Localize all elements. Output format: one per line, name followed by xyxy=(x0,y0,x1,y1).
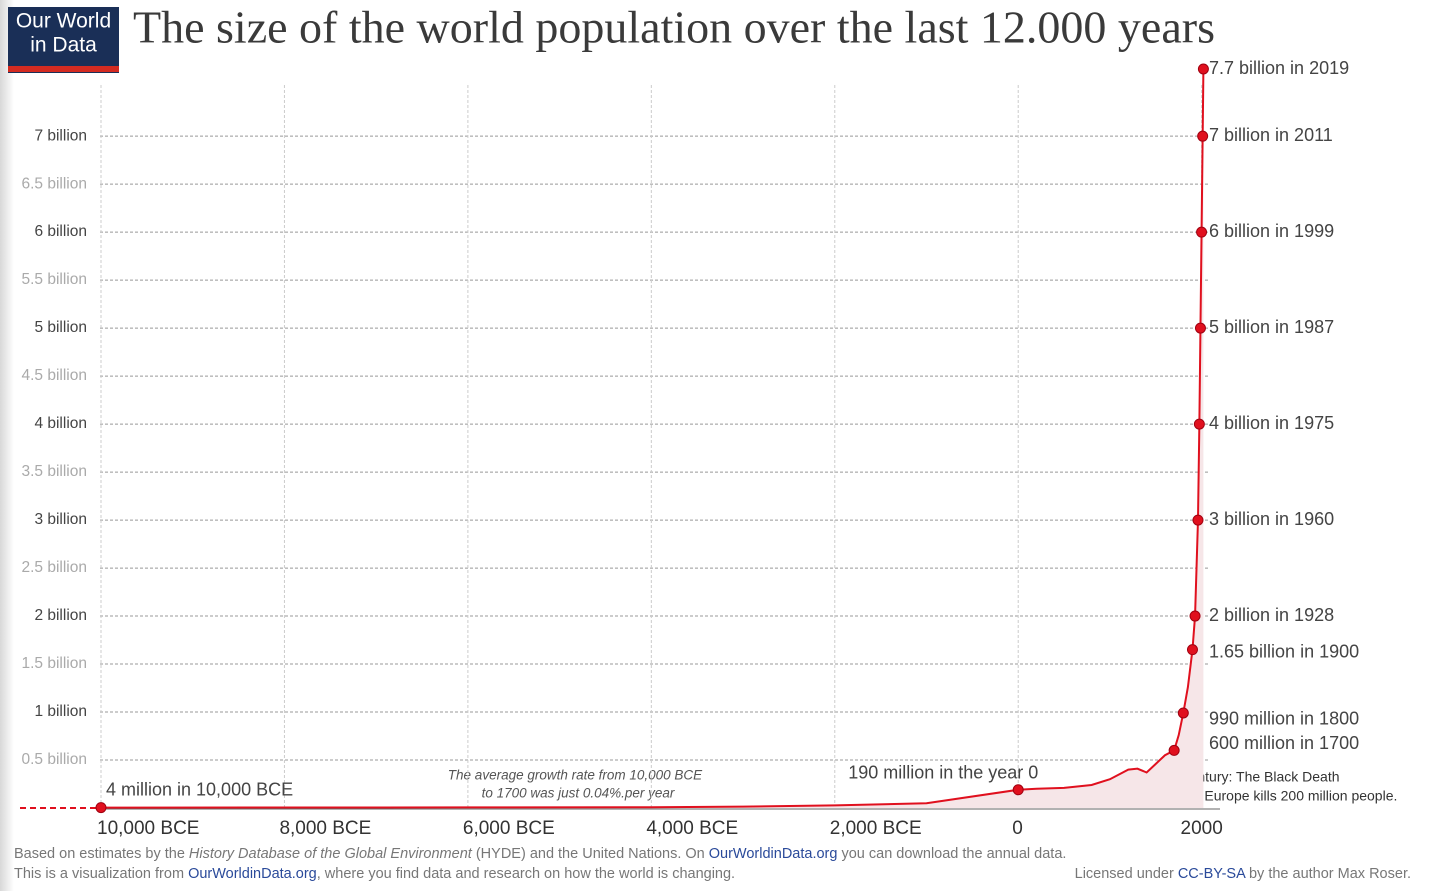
y-tick-label: 4.5 billion xyxy=(22,367,88,384)
edge-shade xyxy=(0,0,14,891)
y-tick-label: 2.5 billion xyxy=(22,559,88,576)
data-label: 600 million in 1700 xyxy=(1209,733,1359,753)
y-tick-label: 5 billion xyxy=(34,319,87,336)
y-tick-label: 5.5 billion xyxy=(22,271,88,288)
chart-title: The size of the world population over th… xyxy=(133,2,1215,53)
footer-text: Licensed under xyxy=(1074,866,1178,882)
y-tick-label: 6.5 billion xyxy=(22,175,88,192)
x-tick-label: 8,000 BCE xyxy=(279,818,371,839)
area xyxy=(101,69,1204,808)
x-tick-label: 6,000 BCE xyxy=(463,818,555,839)
x-tick-label: 10,000 BCE xyxy=(97,818,199,839)
logo-text: in Data xyxy=(30,34,97,57)
y-tick-label: 3.5 billion xyxy=(22,463,88,480)
marker xyxy=(1189,610,1201,622)
link[interactable]: OurWorldinData.org xyxy=(188,866,317,882)
data-label: 3 billion in 1960 xyxy=(1209,509,1334,529)
footer-text: , where you find data and research on ho… xyxy=(316,866,736,882)
x-tick-label: 2,000 BCE xyxy=(830,818,922,839)
footer-text: you can download the annual data. xyxy=(837,846,1067,862)
marker xyxy=(1193,418,1205,430)
data-label: 4 million in 10,000 BCE xyxy=(106,779,293,799)
x-tick-label: 0 xyxy=(1012,818,1023,839)
data-label: 5 billion in 1987 xyxy=(1209,317,1334,337)
y-tick-label: 2 billion xyxy=(34,607,87,624)
footer-text: This is a visualization from xyxy=(14,866,189,882)
footer-visualization: This is a visualization from OurWorldinD… xyxy=(14,866,735,882)
footer-text: by the author Max Roser. xyxy=(1244,866,1411,882)
marker xyxy=(1194,322,1206,334)
logo-box xyxy=(8,7,119,73)
marker xyxy=(1186,644,1198,656)
y-tick-label: 1.5 billion xyxy=(22,655,88,672)
y-tick-label: 1 billion xyxy=(34,703,87,720)
link[interactable]: OurWorldinData.org xyxy=(708,846,838,862)
y-tick-label: 4 billion xyxy=(34,415,87,432)
footer-text: (HYDE) and the United Nations. On xyxy=(471,846,709,862)
y-tick-label: 3 billion xyxy=(34,511,87,528)
marker xyxy=(1168,744,1180,756)
marker xyxy=(1196,226,1208,238)
marker xyxy=(1197,63,1209,75)
data-label: 1.65 billion in 1900 xyxy=(1209,641,1359,661)
data-label: 7 billion in 2011 xyxy=(1209,125,1333,145)
x-tick-label: 2000 xyxy=(1181,818,1223,839)
footer-source: Based on estimates by the History Databa… xyxy=(14,846,1066,862)
data-label: 7.7 billion in 2019 xyxy=(1209,58,1349,78)
link[interactable]: CC-BY-SA xyxy=(1177,866,1245,882)
footer-license: Licensed under CC-BY-SA by the author Ma… xyxy=(1075,866,1411,882)
data-label: 990 million in 1800 xyxy=(1209,709,1359,729)
data-label: 190 million in the year 0 xyxy=(848,763,1038,783)
data-label: 2 billion in 1928 xyxy=(1209,605,1334,625)
logo-bar xyxy=(8,66,119,72)
marker xyxy=(1177,707,1189,719)
footer-text: History Database of the Global Environme… xyxy=(188,846,472,862)
data-label: 6 billion in 1999 xyxy=(1209,221,1334,241)
data-label: 4 billion in 1975 xyxy=(1209,413,1334,433)
marker xyxy=(95,802,107,814)
footer-text: Based on estimates by the xyxy=(14,846,189,862)
y-tick-label: 0.5 billion xyxy=(22,751,88,768)
y-tick-label: 6 billion xyxy=(34,223,87,240)
annotation: to 1700 was just 0.04%.per year xyxy=(482,786,675,801)
marker xyxy=(1192,514,1204,526)
logo-text: Our World xyxy=(16,10,111,33)
x-tick-label: 4,000 BCE xyxy=(646,818,738,839)
y-tick-label: 7 billion xyxy=(34,127,87,144)
marker xyxy=(1012,784,1024,796)
marker xyxy=(1197,130,1209,142)
annotation: The average growth rate from 10,000 BCE xyxy=(448,768,703,783)
line xyxy=(100,68,1205,809)
